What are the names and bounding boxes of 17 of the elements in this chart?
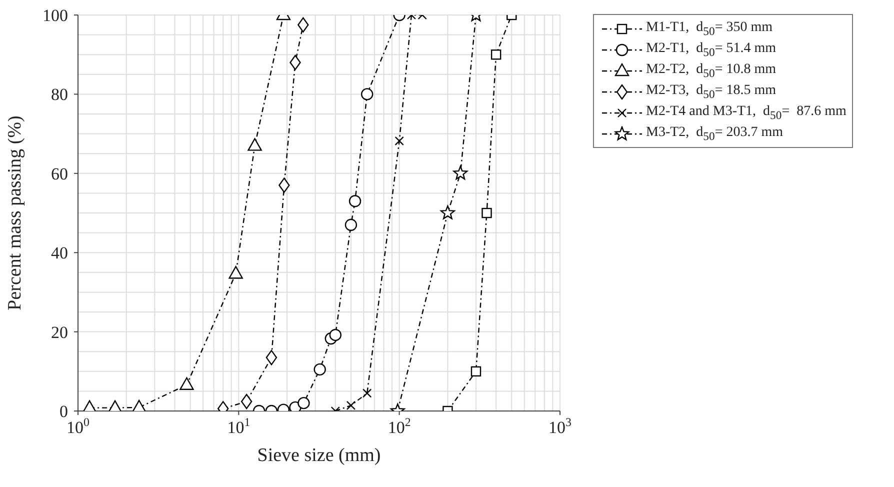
legend-label: M2-T3, d$_{50}$= 18.5 mm xyxy=(646,82,776,100)
y-tick-label: 100 xyxy=(42,6,68,25)
legend-label: M2-T2, d$_{50}$= 10.8 mm xyxy=(646,62,776,80)
y-tick-label: 20 xyxy=(51,322,68,342)
x-tick-label: 10$^{2}$ xyxy=(388,415,411,437)
y-tick-label: 80 xyxy=(51,85,68,104)
legend-label: M1-T1, d$_{50}$= 350 mm xyxy=(646,20,773,38)
y-tick-label: 60 xyxy=(51,164,68,184)
legend-label: M2-T1, d$_{50}$= 51.4 mm xyxy=(646,40,776,58)
x-tick-label: 10$^{3}$ xyxy=(548,415,572,437)
y-tick-label: 0 xyxy=(60,402,68,421)
y-tick-label: 40 xyxy=(51,244,68,263)
legend-label: M3-T2, d$_{50}$= 203.7 mm xyxy=(646,124,784,142)
x-tick-label: 10$^{0}$ xyxy=(66,415,90,437)
x-tick-label: 10$^{1}$ xyxy=(227,415,250,437)
legend-label: M2-T4 and M3-T1, d$_{50}$= 87.6 mm xyxy=(646,104,846,122)
x-axis-title: Sieve size (mm) xyxy=(257,445,381,466)
